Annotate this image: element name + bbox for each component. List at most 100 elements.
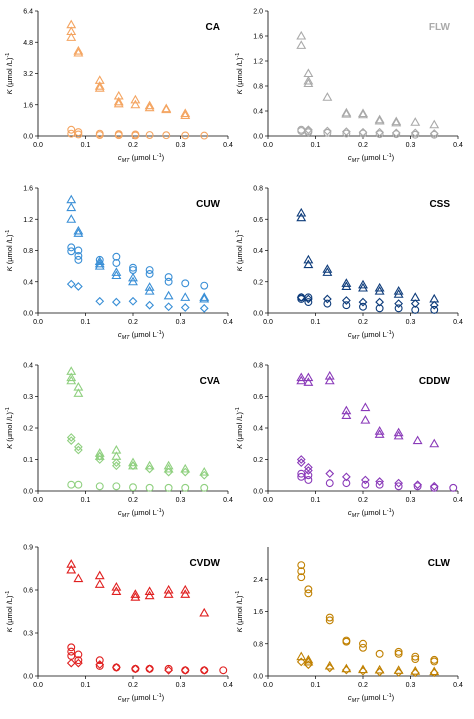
triangle-marker	[94, 570, 105, 580]
circle-marker	[67, 647, 76, 656]
circle-marker	[74, 128, 83, 137]
triangle-marker	[393, 289, 404, 298]
triangle-marker	[66, 26, 77, 36]
triangle-marker	[66, 32, 77, 41]
triangle-marker	[374, 286, 385, 295]
chart-panel-2: 0.0 0.1 0.2 0.3 0.4 0.0 0.4 0.8 1.2 1.6 2.0 FLW K (µ…	[235, 9, 463, 165]
triangle-marker	[66, 202, 77, 212]
x-tick-label: 0.2	[358, 142, 368, 149]
diamond-marker	[375, 297, 385, 307]
triangle-marker	[73, 228, 84, 237]
triangle-marker	[113, 98, 124, 108]
circle-marker	[449, 483, 458, 492]
y-tick-label: 0.3	[23, 631, 33, 638]
triangle-marker	[94, 579, 105, 588]
x-axis-label: cMT (µmol L-1)	[118, 693, 165, 704]
diamond-marker	[341, 472, 351, 482]
y-tick-label: 0.8	[23, 248, 33, 255]
y-tick-label: 0.8	[253, 84, 263, 91]
diamond-marker	[66, 436, 76, 445]
diamond-marker	[73, 442, 83, 452]
triangle-marker	[324, 660, 335, 670]
x-tick-label: 0.0	[33, 142, 43, 149]
y-tick-label: 2.0	[253, 9, 263, 16]
triangle-marker	[144, 460, 155, 470]
circle-marker	[74, 656, 83, 665]
triangle-marker	[358, 109, 368, 119]
chart-panel-6: 0.0 0.1 0.2 0.3 0.4 0.0 0.2 0.4 0.6 0.8 CDDW K (µmo…	[235, 363, 463, 520]
x-tick-label: 0.2	[128, 319, 138, 326]
y-tick-label: 0.0	[253, 311, 263, 318]
diamond-marker	[429, 129, 439, 138]
circle-marker	[95, 255, 104, 264]
triangle-marker	[296, 40, 307, 49]
circle-marker	[430, 130, 439, 139]
x-axis-label: cMT (µmol L-1)	[348, 508, 395, 519]
triangle-marker	[180, 584, 191, 594]
triangle-marker	[128, 272, 138, 282]
circle-marker	[430, 483, 439, 492]
circle-marker	[200, 666, 209, 675]
diamond-marker	[391, 128, 401, 138]
y-tick-label: 0.6	[253, 217, 263, 224]
x-tick-label: 0.2	[358, 497, 368, 504]
circle-marker	[200, 483, 209, 492]
triangle-marker	[130, 589, 141, 598]
triangle-marker	[296, 651, 307, 661]
triangle-marker	[341, 405, 352, 415]
circle-marker	[95, 662, 104, 670]
circle-marker	[297, 472, 306, 481]
x-tick-label: 0.2	[128, 682, 138, 689]
diamond-marker	[303, 660, 313, 670]
circle-marker	[145, 131, 154, 139]
circle-marker	[394, 649, 403, 658]
diamond-marker	[95, 660, 105, 669]
x-tick-label: 0.1	[81, 319, 91, 326]
diamond-marker	[111, 458, 121, 468]
circle-marker	[112, 259, 121, 267]
circle-marker	[304, 298, 313, 307]
panel-title: CDDW	[419, 376, 451, 387]
triangle-marker	[94, 83, 105, 92]
y-tick-label: 6.4	[23, 9, 33, 16]
circle-marker	[394, 647, 403, 656]
circle-marker	[325, 616, 334, 625]
x-tick-label: 0.0	[33, 497, 43, 504]
circle-marker	[430, 305, 439, 314]
triangle-marker	[324, 370, 335, 380]
x-tick-label: 0.2	[128, 497, 138, 504]
x-tick-label: 0.1	[81, 497, 91, 504]
circle-marker	[359, 302, 367, 311]
circle-marker	[67, 243, 76, 252]
diamond-marker	[394, 478, 404, 488]
triangle-marker	[303, 75, 314, 85]
circle-marker	[74, 480, 83, 489]
panel-title: CSS	[429, 199, 450, 210]
triangle-marker	[66, 372, 77, 382]
y-axis-label: K (µmol /L)-1	[5, 230, 14, 272]
x-tick-label: 0.4	[223, 142, 233, 149]
diamond-marker	[199, 303, 209, 313]
x-tick-label: 0.2	[128, 142, 138, 149]
triangle-marker	[296, 212, 307, 222]
triangle-marker	[73, 573, 84, 583]
x-tick-label: 0.4	[223, 319, 233, 326]
y-tick-label: 0.0	[23, 134, 33, 141]
circle-marker	[413, 482, 422, 491]
diamond-marker	[360, 475, 370, 485]
x-tick-label: 0.0	[263, 319, 273, 326]
circle-marker	[145, 269, 154, 278]
circle-marker	[297, 469, 306, 478]
triangle-marker	[73, 225, 84, 235]
y-tick-label: 0.2	[253, 457, 263, 464]
x-tick-label: 0.1	[311, 319, 321, 326]
triangle-marker	[73, 47, 84, 57]
triangle-marker	[341, 109, 352, 118]
diamond-marker	[394, 299, 404, 309]
x-tick-label: 0.0	[263, 142, 273, 149]
x-tick-label: 0.1	[81, 142, 91, 149]
y-tick-label: 1.6	[23, 186, 33, 193]
circle-marker	[181, 131, 190, 140]
triangle-marker	[303, 254, 314, 264]
diamond-marker	[199, 665, 209, 675]
